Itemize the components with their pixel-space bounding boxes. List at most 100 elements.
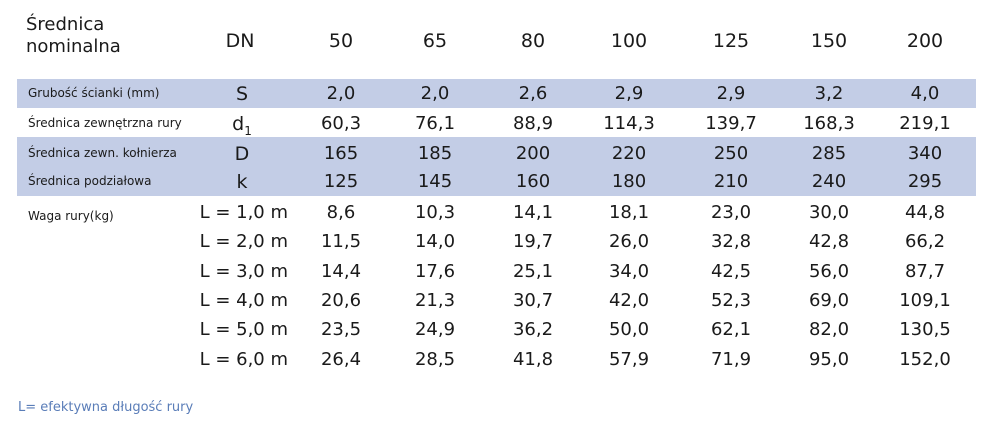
table-cell: 42,8 bbox=[808, 231, 850, 253]
table-cell: 109,1 bbox=[899, 289, 951, 311]
table-cell: 125 bbox=[323, 171, 359, 192]
table-cell: 210 bbox=[713, 171, 749, 192]
table-cell: 130,5 bbox=[899, 319, 951, 341]
table-cell: 28,5 bbox=[414, 348, 456, 370]
weight-length-label: L = 2,0 m bbox=[199, 231, 288, 253]
table-cell: 95,0 bbox=[808, 348, 850, 370]
header-size-cell: 150 bbox=[810, 30, 848, 52]
row-symbol: d1 bbox=[212, 113, 272, 138]
table-cell: 44,8 bbox=[904, 202, 946, 223]
table-cell: 30,0 bbox=[808, 202, 850, 223]
row-symbol: S bbox=[212, 83, 272, 105]
row-symbol-text: D bbox=[234, 143, 250, 165]
table-cell: 20,6 bbox=[320, 289, 362, 311]
table-cell: 87,7 bbox=[904, 260, 946, 282]
table-cell: 2,6 bbox=[518, 83, 548, 104]
table-cell: 4,0 bbox=[910, 83, 940, 104]
table-cell: 17,6 bbox=[414, 260, 456, 282]
table-cell: 168,3 bbox=[803, 113, 855, 134]
table-cell: 152,0 bbox=[899, 348, 951, 370]
table-cell: 2,9 bbox=[614, 83, 644, 104]
table-cell: 66,2 bbox=[904, 231, 946, 253]
table-cell: 50,0 bbox=[608, 319, 650, 341]
table-cell: 180 bbox=[611, 171, 647, 192]
table-cell: 185 bbox=[417, 143, 453, 164]
table-cell: 34,0 bbox=[608, 260, 650, 282]
table-cell: 52,3 bbox=[710, 289, 752, 311]
row-symbol: k bbox=[212, 171, 272, 193]
table-cell: 76,1 bbox=[414, 113, 456, 134]
table-cell: 18,1 bbox=[608, 202, 650, 223]
table-cell: 8,6 bbox=[326, 202, 356, 223]
table-cell: 160 bbox=[515, 171, 551, 192]
table-cell: 165 bbox=[323, 143, 359, 164]
table-cell: 139,7 bbox=[705, 113, 757, 134]
table-cell: 30,7 bbox=[512, 289, 554, 311]
table-cell: 240 bbox=[811, 171, 847, 192]
header-size-cell: 100 bbox=[610, 30, 648, 52]
weight-length-label: L = 1,0 m bbox=[199, 202, 288, 223]
table-cell: 57,9 bbox=[608, 348, 650, 370]
table-cell: 42,0 bbox=[608, 289, 650, 311]
table-cell: 60,3 bbox=[320, 113, 362, 134]
table-cell: 26,4 bbox=[320, 348, 362, 370]
row-label: Średnica podziałowa bbox=[28, 174, 152, 188]
header-size-cell: 80 bbox=[520, 30, 546, 52]
row-symbol-text: k bbox=[236, 171, 248, 193]
header-size-cell: 125 bbox=[712, 30, 750, 52]
row-symbol-text: d bbox=[232, 113, 245, 135]
weight-length-label: L = 6,0 m bbox=[199, 348, 288, 370]
row-label: Grubość ścianki (mm) bbox=[28, 86, 160, 100]
table-cell: 21,3 bbox=[414, 289, 456, 311]
table-cell: 145 bbox=[417, 171, 453, 192]
header-dn-label: DN bbox=[225, 30, 255, 52]
table-cell: 25,1 bbox=[512, 260, 554, 282]
row-symbol-text: S bbox=[235, 83, 249, 105]
table-cell: 340 bbox=[907, 143, 943, 164]
row-label: Średnica zewn. kołnierza bbox=[28, 146, 177, 160]
table-cell: 24,9 bbox=[414, 319, 456, 341]
header-size-cell: 200 bbox=[906, 30, 944, 52]
table-cell: 62,1 bbox=[710, 319, 752, 341]
table-cell: 19,7 bbox=[512, 231, 554, 253]
table-cell: 32,8 bbox=[710, 231, 752, 253]
table-cell: 2,0 bbox=[420, 83, 450, 104]
table-cell: 14,4 bbox=[320, 260, 362, 282]
band-row-thickness bbox=[17, 79, 976, 108]
table-cell: 220 bbox=[611, 143, 647, 164]
table-cell: 71,9 bbox=[710, 348, 752, 370]
weight-length-label: L = 5,0 m bbox=[199, 319, 288, 341]
table-cell: 36,2 bbox=[512, 319, 554, 341]
table-cell: 11,5 bbox=[320, 231, 362, 253]
band-row-flange bbox=[17, 137, 976, 196]
table-cell: 114,3 bbox=[603, 113, 655, 134]
table-cell: 200 bbox=[515, 143, 551, 164]
table-cell: 10,3 bbox=[414, 202, 456, 223]
table-cell: 82,0 bbox=[808, 319, 850, 341]
table-cell: 42,5 bbox=[710, 260, 752, 282]
row-label: Średnica zewnętrzna rury bbox=[28, 116, 182, 130]
table-cell: 285 bbox=[811, 143, 847, 164]
row-symbol: D bbox=[212, 143, 272, 165]
table-cell: 219,1 bbox=[899, 113, 951, 134]
table-cell: 3,2 bbox=[814, 83, 844, 104]
table-cell: 2,0 bbox=[326, 83, 356, 104]
table-cell: 56,0 bbox=[808, 260, 850, 282]
weight-length-label: L = 3,0 m bbox=[199, 260, 288, 282]
weight-length-label: L = 4,0 m bbox=[199, 289, 288, 311]
table-cell: 250 bbox=[713, 143, 749, 164]
table-cell: 23,0 bbox=[710, 202, 752, 223]
footnote: L= efektywna długość rury bbox=[18, 400, 194, 415]
table-cell: 14,1 bbox=[512, 202, 554, 223]
table-cell: 41,8 bbox=[512, 348, 554, 370]
header-size-cell: 65 bbox=[422, 30, 448, 52]
weight-label: Waga rury(kg) bbox=[28, 209, 114, 223]
table-cell: 295 bbox=[907, 171, 943, 192]
table-cell: 2,9 bbox=[716, 83, 746, 104]
table-cell: 23,5 bbox=[320, 319, 362, 341]
row-symbol-subscript: 1 bbox=[244, 123, 252, 138]
header-size-cell: 50 bbox=[328, 30, 354, 52]
table-cell: 88,9 bbox=[512, 113, 554, 134]
table-cell: 69,0 bbox=[808, 289, 850, 311]
header-label: Średnica nominalna bbox=[26, 14, 121, 57]
